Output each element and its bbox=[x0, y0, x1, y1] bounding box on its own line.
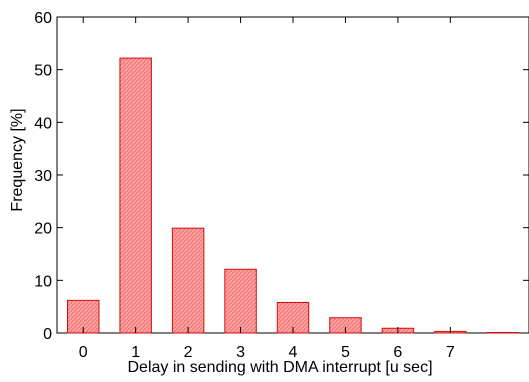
y-tick-label-60: 60 bbox=[34, 10, 52, 27]
bar-8 bbox=[486, 331, 520, 334]
bar-3 bbox=[224, 268, 257, 334]
x-tick-label-5: 5 bbox=[341, 344, 350, 361]
x-tick-label-1: 1 bbox=[131, 344, 140, 361]
y-tick-label-40: 40 bbox=[34, 115, 52, 132]
y-axis: 0 10 20 30 40 50 60 bbox=[34, 10, 529, 343]
x-tick-label-6: 6 bbox=[393, 344, 402, 361]
x-tick-label-7: 7 bbox=[446, 344, 455, 361]
x-axis: 0 1 2 3 4 5 6 7 bbox=[79, 17, 455, 361]
y-tick-label-30: 30 bbox=[34, 168, 52, 185]
y-tick-label-50: 50 bbox=[34, 63, 52, 80]
y-tick-label-20: 20 bbox=[34, 221, 52, 238]
y-axis-label: Frequency [%] bbox=[9, 108, 26, 211]
bar-2 bbox=[171, 227, 205, 334]
x-tick-label-4: 4 bbox=[289, 344, 298, 361]
x-tick-label-2: 2 bbox=[184, 344, 193, 361]
bar-1 bbox=[119, 57, 152, 334]
y-tick-label-0: 0 bbox=[43, 326, 52, 343]
y-tick-label-10: 10 bbox=[34, 273, 52, 290]
x-tick-label-0: 0 bbox=[79, 344, 88, 361]
x-tick-label-3: 3 bbox=[236, 344, 245, 361]
x-axis-label: Delay in sending with DMA interrupt [u s… bbox=[127, 359, 432, 376]
bars-group bbox=[66, 57, 520, 334]
